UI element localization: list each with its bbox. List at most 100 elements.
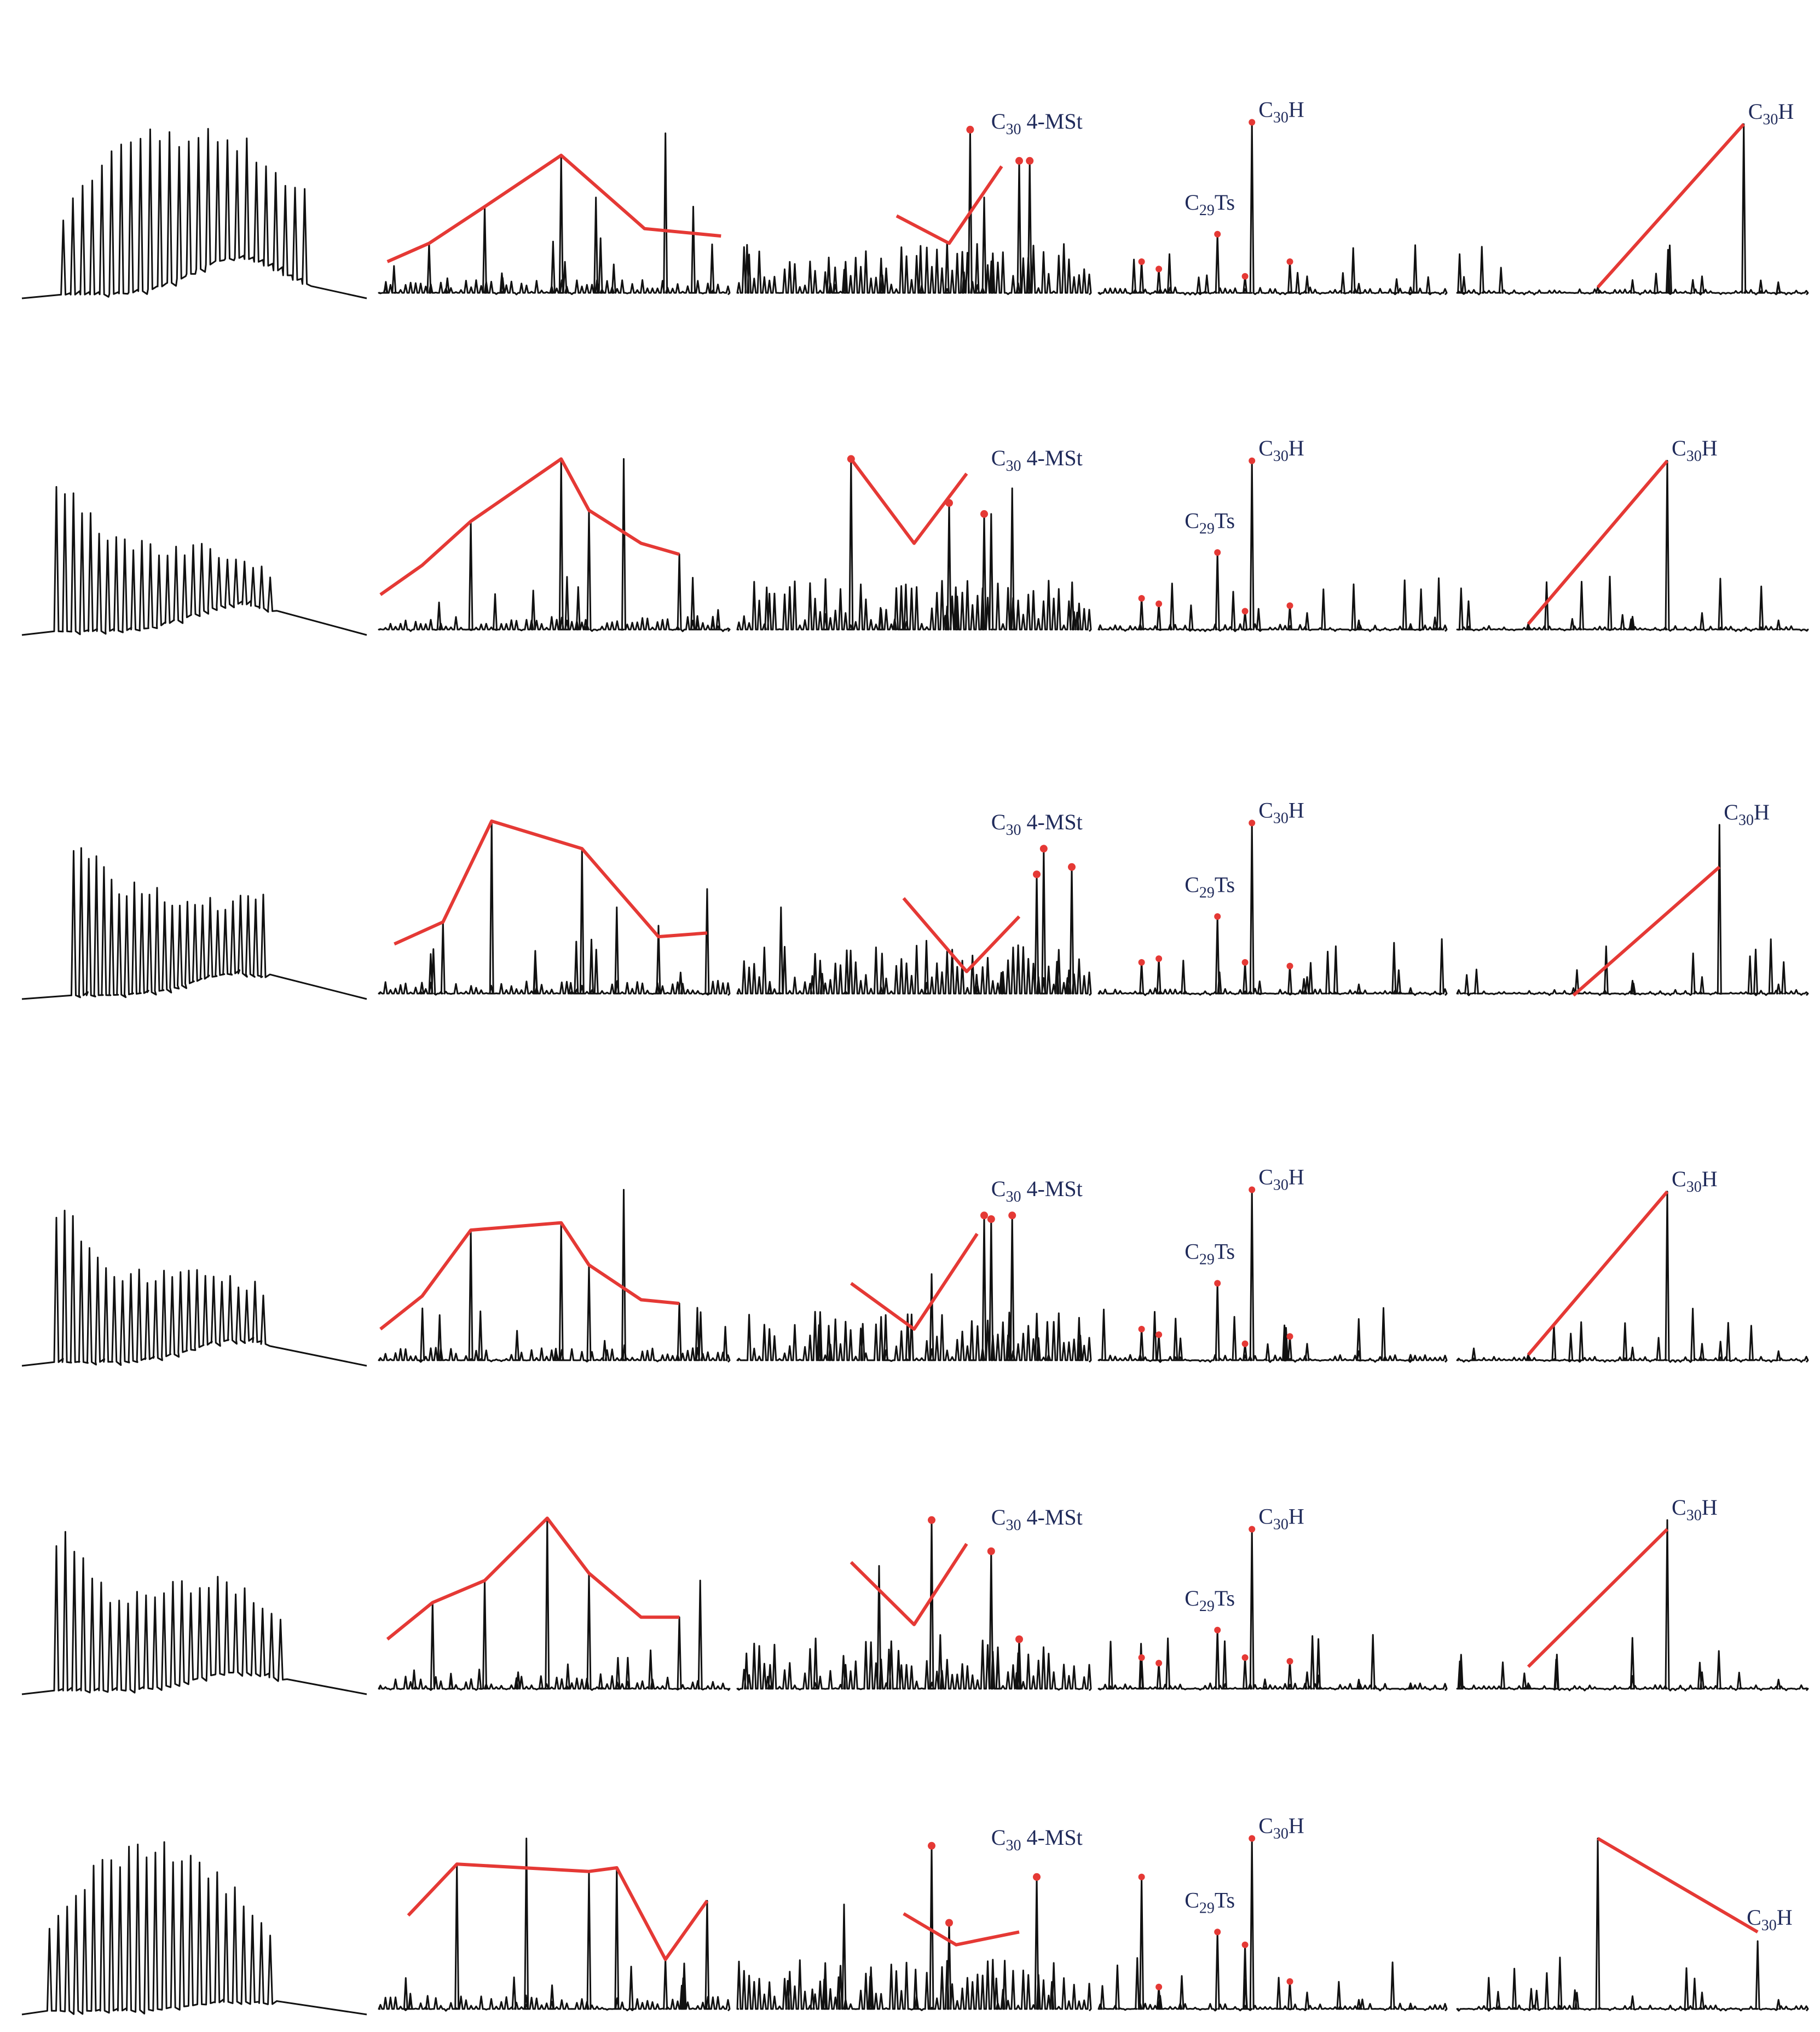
- oleanane-hopane-label: C30H: [1748, 99, 1794, 128]
- hopane-marker-dot: [1214, 1626, 1221, 1633]
- sterane-peak-label: C30 4-MSt: [991, 1176, 1083, 1205]
- sterane-marker-dot: [1033, 870, 1041, 879]
- sterane-marker-dot: [1039, 845, 1048, 853]
- hopane-marker-dot: [1155, 1660, 1163, 1667]
- sterane-marker-dot: [847, 455, 855, 463]
- hopane-marker-dot: [1138, 959, 1145, 966]
- hopane-peak-label: C29Ts: [1185, 1887, 1235, 1916]
- m217-envelope-line: [902, 897, 1021, 973]
- sterane-marker-dot: [987, 1547, 995, 1555]
- hopane-marker-dot: [1286, 1978, 1293, 1985]
- hopane-marker-dot: [1241, 1941, 1249, 1948]
- hopane-marker-dot: [1241, 608, 1249, 615]
- m191-trace: [378, 1517, 731, 1692]
- panel-row-a: C30 4-MSt C29Ts C30H C30H: [21, 97, 1809, 299]
- m412-envelope-line: [1572, 865, 1721, 997]
- m191-envelope-line: [379, 457, 680, 596]
- m217-trace: [736, 129, 1092, 296]
- sterane-marker-dot: [928, 1842, 935, 1850]
- sterane-marker-dot: [987, 1215, 995, 1223]
- hopane-marker-dot: [1241, 1340, 1249, 1347]
- hopane-marker-dot: [1214, 230, 1221, 238]
- m412-envelope-line: [1527, 459, 1669, 625]
- hopane-marker-dot: [1241, 959, 1249, 966]
- hopane-marker-dot: [1138, 595, 1145, 602]
- panel-row-f: C30 4-MSt C29Ts C30H C30H: [21, 1813, 1809, 2016]
- m217-trace: [736, 1519, 1092, 1692]
- sterane-marker-dot: [945, 1919, 953, 1927]
- m191-envelope-line: [407, 1862, 709, 1961]
- oleanane-hopane-label: C30H: [1747, 1905, 1793, 1934]
- panel-row-d: C30 4-MSt C29Ts C30H C30H: [21, 1164, 1809, 1367]
- hopane-peak-label: C29Ts: [1185, 1586, 1235, 1615]
- m191-detail-trace: [1097, 460, 1448, 632]
- oleanane-hopane-label: C30H: [1724, 800, 1770, 829]
- m412-trace: [1456, 824, 1809, 996]
- sterane-peak-label: C30 4-MSt: [991, 109, 1083, 138]
- sterane-marker-dot: [1015, 157, 1023, 165]
- hopane-peak-label: C29Ts: [1185, 190, 1235, 219]
- m412-trace: [1456, 1191, 1809, 1363]
- sterane-peak-label: C30 4-MSt: [991, 1505, 1083, 1534]
- sterane-marker-dot: [966, 125, 974, 134]
- m217-envelope-line: [895, 165, 1003, 245]
- m217-trace: [736, 1845, 1092, 2012]
- hopane-marker-dot: [1286, 602, 1293, 609]
- m217-envelope-line: [850, 1543, 968, 1626]
- sterane-marker-dot: [980, 510, 988, 518]
- hopane-marker-dot: [1138, 1873, 1145, 1880]
- m191-detail-trace: [1097, 1528, 1448, 1692]
- hopane-marker-dot: [1155, 955, 1163, 962]
- m217-trace: [736, 847, 1092, 996]
- hopane-peak-label: C29Ts: [1185, 1239, 1235, 1268]
- m412-trace: [1456, 123, 1809, 296]
- hopane-marker-dot: [1138, 1654, 1145, 1661]
- hopane-marker-dot: [1214, 549, 1221, 556]
- hopane-marker-dot: [1155, 1983, 1163, 1990]
- oleanane-hopane-label: C30H: [1672, 436, 1718, 465]
- m412-envelope-line: [1527, 1190, 1669, 1356]
- hopane-marker-dot: [1214, 1280, 1221, 1287]
- m217-envelope-line: [903, 1912, 1020, 1947]
- hopane-peak-label: C30H: [1258, 1504, 1304, 1533]
- hopane-marker-dot: [1286, 258, 1293, 265]
- m217-trace: [736, 1214, 1092, 1363]
- sterane-marker-dot: [1033, 1873, 1041, 1881]
- hopane-marker-dot: [1286, 1333, 1293, 1340]
- m191-trace: [378, 820, 731, 996]
- sterane-marker-dot: [980, 1211, 988, 1220]
- panel-row-e: C30 4-MSt C29Ts C30H C30H: [21, 1495, 1809, 1695]
- sterane-peak-label: C30 4-MSt: [991, 446, 1083, 475]
- m412-envelope-line: [1527, 1528, 1669, 1668]
- hopane-marker-dot: [1249, 119, 1256, 126]
- hopane-marker-dot: [1286, 1658, 1293, 1665]
- tic-trace: [21, 1531, 367, 1695]
- sterane-marker-dot: [1026, 157, 1034, 165]
- tic-trace: [21, 1209, 367, 1367]
- hopane-marker-dot: [1138, 1326, 1145, 1332]
- m191-trace: [378, 1837, 731, 2012]
- sterane-peak-label: C30 4-MSt: [991, 1825, 1083, 1854]
- m412-envelope-line: [1596, 123, 1745, 288]
- hopane-marker-dot: [1241, 1654, 1249, 1661]
- sterane-marker-dot: [1008, 1211, 1016, 1220]
- tic-trace: [21, 1841, 367, 2016]
- m412-trace: [1456, 460, 1809, 632]
- hopane-peak-label: C30H: [1258, 1813, 1304, 1842]
- hopane-marker-dot: [1155, 1331, 1163, 1338]
- m412-envelope-line: [1597, 1837, 1759, 1933]
- m191-detail-trace: [1097, 1837, 1448, 2012]
- m191-envelope-line: [379, 1221, 680, 1331]
- hopane-marker-dot: [1249, 1835, 1256, 1842]
- m191-trace: [378, 1188, 731, 1363]
- m412-trace: [1456, 1837, 1809, 2012]
- hopane-marker-dot: [1214, 913, 1221, 920]
- m191-trace: [378, 132, 731, 296]
- hopane-peak-label: C30H: [1258, 436, 1304, 465]
- hopane-marker-dot: [1249, 819, 1256, 827]
- m191-trace: [378, 458, 731, 632]
- m412-trace: [1456, 1519, 1809, 1692]
- sterane-peak-label: C30 4-MSt: [991, 810, 1083, 839]
- panel-row-b: C30 4-MSt C29Ts C30H C30H: [21, 436, 1809, 636]
